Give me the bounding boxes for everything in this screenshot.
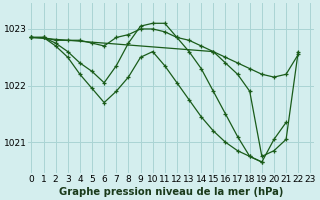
X-axis label: Graphe pression niveau de la mer (hPa): Graphe pression niveau de la mer (hPa) xyxy=(59,187,283,197)
